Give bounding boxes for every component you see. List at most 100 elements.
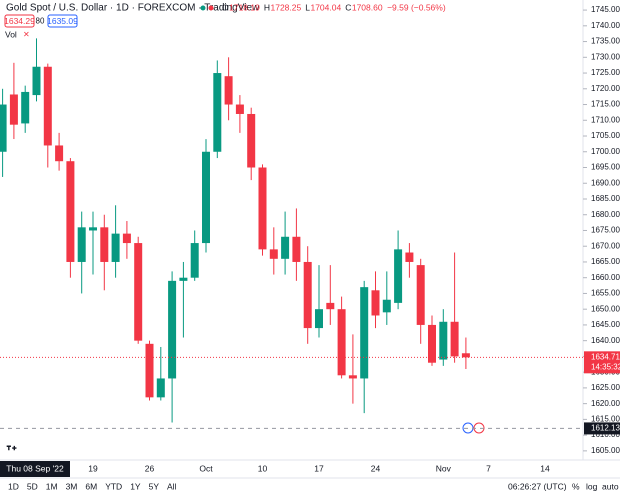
x-tick-label: Nov — [436, 463, 452, 473]
y-tick-label: 1745.00 — [591, 5, 620, 14]
range-button[interactable]: 3M — [66, 481, 78, 491]
scale-button[interactable]: log — [586, 481, 598, 491]
candle-body — [66, 161, 75, 262]
candle-body — [382, 299, 391, 313]
range-button[interactable]: YTD — [105, 481, 122, 491]
candle-body — [55, 145, 64, 162]
spread: 80 — [36, 17, 45, 26]
y-tick-label: 1690.00 — [591, 178, 620, 187]
range-button[interactable]: 1Y — [130, 481, 141, 491]
candle-body — [428, 324, 436, 363]
candle-body — [134, 243, 143, 341]
scale-button[interactable]: % — [572, 481, 580, 491]
legend-value: 1708.60 — [352, 2, 383, 12]
x-tick-label: Oct — [199, 463, 213, 473]
candle-body — [179, 277, 188, 281]
y-tick-label: 1710.00 — [591, 115, 620, 124]
x-tick-label: 17 — [314, 463, 324, 473]
y-tick-label: 1740.00 — [591, 21, 620, 30]
tv-logo: ᐪᐩ — [6, 443, 17, 459]
bid: 1634.29 — [4, 16, 35, 26]
range-button[interactable]: All — [167, 481, 177, 491]
candle-body — [416, 265, 425, 325]
candle-body — [190, 243, 199, 278]
y-tick-label: 1620.00 — [591, 399, 620, 408]
last-price-label: 1634.71 — [591, 352, 620, 361]
candle-body — [0, 104, 7, 152]
legend-value: 1718.19 — [229, 2, 260, 12]
toolbar: 1D 5D 1M 3M 6M YTD 1Y 5Y All 06:26:27 (UTC)% log au… — [8, 481, 619, 491]
candle-body — [224, 76, 233, 105]
countdown: 14:35:32 — [591, 362, 620, 371]
candle-body — [213, 73, 222, 152]
plot — [0, 38, 470, 423]
last-price-box — [584, 351, 620, 374]
candle-body — [122, 233, 131, 244]
y-tick-label: 1610.00 — [591, 430, 620, 439]
candle-body — [111, 233, 120, 262]
scale-button[interactable]: auto — [602, 481, 619, 491]
candle-body — [292, 236, 301, 262]
range-button[interactable]: 1D — [8, 481, 19, 491]
candle-body — [439, 321, 448, 360]
candle-body — [405, 252, 414, 262]
candle-body — [348, 375, 357, 379]
y-tick-label: 1640.00 — [591, 336, 620, 345]
candle-body — [303, 261, 312, 329]
y-tick-label: 1625.00 — [591, 383, 620, 392]
x-tick-label: 14 — [540, 463, 550, 473]
crosshair-price: 1612.13 — [591, 424, 620, 433]
y-tick-label: 1700.00 — [591, 147, 620, 156]
y-tick-label: 1665.00 — [591, 257, 620, 266]
y-tick-label: 1645.00 — [591, 320, 620, 329]
legend-value: 1704.04 — [310, 2, 341, 12]
range-button[interactable]: 5Y — [149, 481, 160, 491]
symbol-title: Gold Spot / U.S. Dollar · 1D · FOREXCOM … — [6, 3, 260, 14]
y-tick-label: 1650.00 — [591, 304, 620, 313]
candle-body — [450, 321, 459, 357]
status-dot — [208, 5, 214, 11]
candle-body — [258, 167, 267, 250]
y-tick-label: 1725.00 — [591, 68, 620, 77]
candle-body — [281, 236, 290, 259]
candle-body — [235, 104, 244, 114]
volume-close[interactable]: ✕ — [23, 30, 30, 39]
legend-value: −9.59 (−0.56%) — [387, 2, 446, 12]
y-tick-label: 1715.00 — [591, 100, 620, 109]
candle-body — [315, 309, 323, 329]
crosshair-time: Thu 08 Sep '22 — [6, 463, 64, 473]
candle-body — [337, 309, 346, 376]
status-dot — [200, 5, 206, 11]
y-tick-label: 1735.00 — [591, 37, 620, 46]
candle-body — [9, 94, 18, 125]
bid-box[interactable] — [4, 14, 35, 28]
ask-box[interactable] — [47, 14, 78, 28]
crosshair-time-box — [0, 461, 70, 477]
candle-body — [168, 280, 177, 379]
x-tick-label: 26 — [145, 463, 155, 473]
candle-body — [100, 227, 109, 262]
y-tick-label: 1670.00 — [591, 241, 620, 250]
ask: 1635.09 — [47, 16, 78, 26]
y-tick-label: 1695.00 — [591, 163, 620, 172]
candle-body — [21, 91, 30, 124]
y-tick-label: 1730.00 — [591, 52, 620, 61]
legend-key: O — [222, 2, 229, 12]
crosshair-price-box — [584, 422, 620, 435]
y-tick-label: 1605.00 — [591, 446, 620, 455]
legend-key: C — [345, 2, 351, 12]
candle-body — [145, 343, 154, 398]
range-button[interactable]: 6M — [85, 481, 97, 491]
y-tick-label: 1685.00 — [591, 194, 620, 203]
range-button[interactable]: 5D — [27, 481, 38, 491]
y-tick-label: 1660.00 — [591, 273, 620, 282]
range-button[interactable]: 1M — [46, 481, 58, 491]
y-tick-label: 1680.00 — [591, 210, 620, 219]
candle-body — [247, 113, 256, 168]
candle-body — [371, 290, 380, 316]
clock: 06:26:27 (UTC) — [508, 481, 567, 491]
candle-body — [326, 302, 335, 310]
y-tick-label: 1705.00 — [591, 131, 620, 140]
